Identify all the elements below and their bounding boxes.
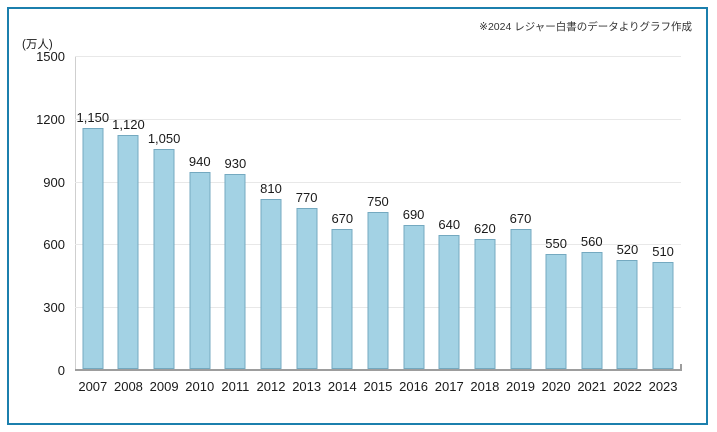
bar-2014 [331, 228, 353, 369]
bar-value-label-2007: 1,150 [76, 110, 110, 126]
x-tick-label-2015: 2015 [363, 379, 393, 394]
bar-slot-2012: 810 2012 [253, 57, 289, 394]
x-axis-end-tick [680, 364, 682, 371]
bar-2010 [189, 172, 211, 369]
gridline-1200 [75, 118, 681, 120]
bar-2012 [260, 199, 282, 369]
bar-value-label-2020: 550 [545, 235, 567, 251]
y-axis-unit-label: (万人) [22, 39, 53, 51]
y-axis-line [75, 57, 76, 371]
x-tick-label-2021: 2021 [577, 379, 607, 394]
bar-value-label-2009: 1,050 [147, 131, 181, 147]
bar-value-label-2016: 690 [402, 206, 425, 222]
gridline-900 [75, 181, 681, 183]
x-tick-label-2008: 2008 [113, 379, 143, 394]
bar-slot-2008: 1,120 2008 [111, 57, 147, 394]
x-tick-label-2016: 2016 [399, 379, 429, 394]
bar-value-label-2022: 520 [616, 242, 639, 258]
x-tick-label-2018: 2018 [470, 379, 500, 394]
bar-slot-2017: 640 2017 [431, 57, 467, 394]
x-tick-label-2023: 2023 [648, 379, 678, 394]
bar-value-label-2014: 670 [331, 210, 354, 226]
plot-area: 1,150 2007 1,120 2008 1,050 2009 940 2010 930 201… [36, 49, 682, 394]
bar-slot-2021: 560 2021 [574, 57, 610, 394]
chart-frame: ※2024 レジャー白書のデータよりグラフ作成 (万人) 1,150 2007 1,… [7, 7, 708, 425]
bar-slot-2010: 940 2010 [182, 57, 218, 394]
bar-2019 [510, 228, 531, 369]
y-tick-label-1200: 1200 [36, 111, 65, 127]
bar-slot-2007: 1,150 2007 [75, 57, 111, 394]
x-tick-label-2014: 2014 [327, 379, 357, 394]
bar-value-label-2010: 940 [188, 154, 211, 170]
bar-2008 [117, 134, 139, 369]
bar-slot-2018: 620 2018 [467, 57, 503, 394]
bar-2013 [296, 207, 318, 369]
x-tick-label-2022: 2022 [612, 379, 642, 394]
x-tick-label-2017: 2017 [434, 379, 464, 394]
y-tick-label-1500: 1500 [36, 49, 65, 64]
bar-slot-2016: 690 2016 [396, 57, 432, 394]
x-tick-label-2019: 2019 [506, 379, 535, 394]
bar-value-label-2011: 930 [224, 156, 247, 172]
x-tick-label-2010: 2010 [185, 379, 215, 394]
y-tick-label-600: 600 [43, 237, 65, 253]
bar-slot-2009: 1,050 2009 [146, 57, 182, 394]
bar-2021 [581, 251, 603, 369]
gridline-1500 [75, 56, 681, 57]
source-note: ※2024 レジャー白書のデータよりグラフ作成 [479, 21, 692, 33]
bar-value-label-2019: 670 [509, 210, 532, 226]
bar-2009 [153, 149, 175, 369]
bar-slot-2019: 670 2019 [503, 57, 539, 394]
bar-slot-2020: 550 2020 [538, 57, 574, 394]
bar-slot-2022: 520 2022 [610, 57, 646, 394]
x-tick-label-2012: 2012 [256, 379, 286, 394]
bar-value-label-2017: 640 [438, 217, 461, 233]
bar-2016 [403, 224, 425, 369]
x-tick-label-2009: 2009 [149, 379, 179, 394]
bar-slot-2015: 750 2015 [360, 57, 396, 394]
bar-slot-2014: 670 2014 [324, 57, 360, 394]
x-axis-line [75, 369, 681, 371]
bar-value-label-2021: 560 [580, 233, 603, 249]
bar-2023 [652, 262, 674, 369]
bar-series: 1,150 2007 1,120 2008 1,050 2009 940 2010 930 201… [75, 57, 681, 394]
x-tick-label-2013: 2013 [292, 379, 322, 394]
bar-value-label-2015: 750 [367, 194, 389, 209]
x-tick-label-2020: 2020 [541, 379, 571, 394]
bar-2020 [545, 253, 567, 369]
bar-slot-2023: 510 2023 [645, 57, 681, 394]
bar-2007 [82, 128, 104, 369]
bar-value-label-2013: 770 [295, 189, 318, 205]
x-tick-label-2007: 2007 [78, 379, 108, 394]
y-tick-label-900: 900 [43, 174, 65, 190]
bar-slot-2013: 770 2013 [289, 57, 325, 394]
bar-2022 [616, 260, 638, 369]
x-tick-label-2011: 2011 [221, 379, 250, 394]
bar-slot-2011: 930 2011 [218, 57, 254, 394]
bar-2011 [224, 174, 246, 369]
bar-value-label-2023: 510 [652, 244, 674, 260]
bar-value-label-2018: 620 [474, 221, 496, 237]
bar-2015 [367, 212, 389, 369]
bar-value-label-2012: 810 [260, 181, 282, 197]
y-tick-label-0: 0 [57, 363, 65, 378]
bar-value-label-2008: 1,120 [112, 116, 145, 132]
bar-2017 [438, 235, 460, 369]
y-tick-label-300: 300 [43, 300, 65, 316]
bar-2018 [474, 239, 496, 369]
